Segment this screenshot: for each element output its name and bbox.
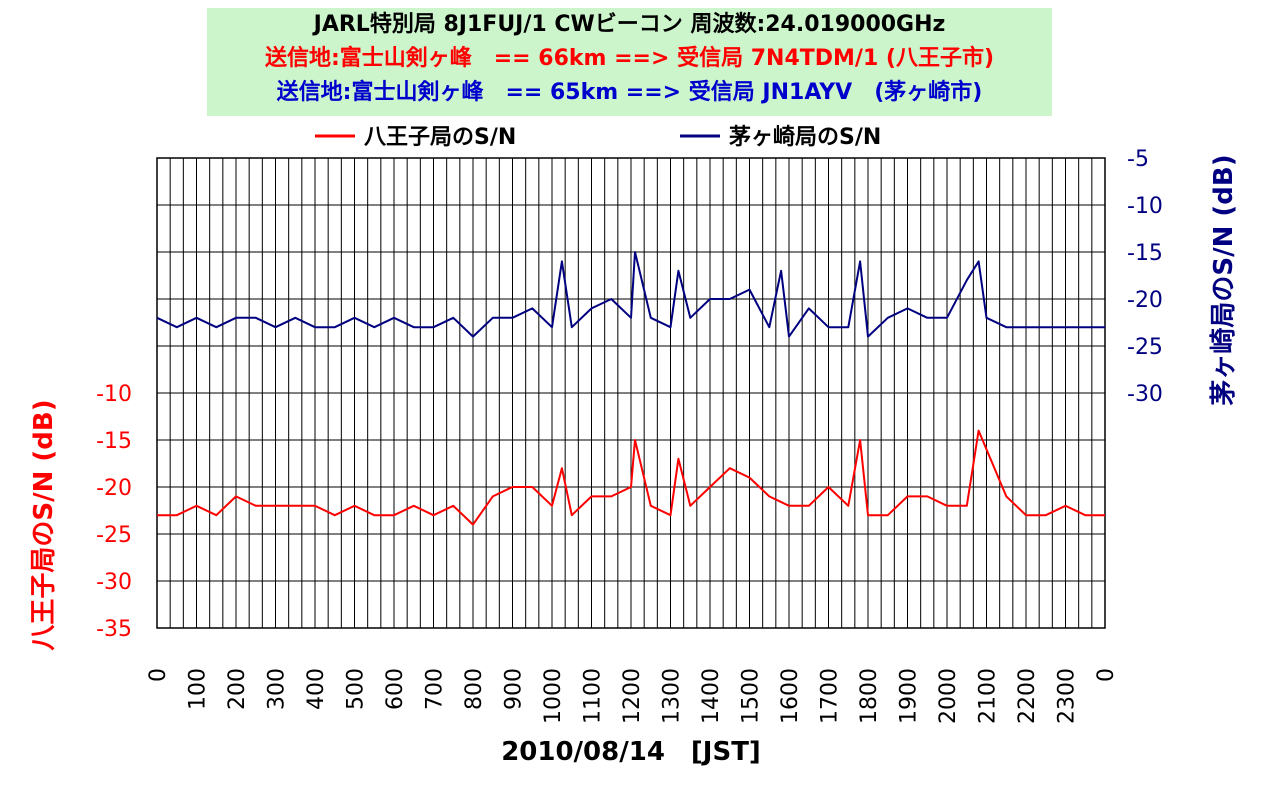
x-tick-label: 1800 [857, 668, 882, 724]
y-tick-label-right: -30 [1127, 382, 1163, 407]
x-tick-label: 400 [304, 668, 329, 710]
x-tick-label: 2000 [936, 668, 961, 724]
series-line-chigasaki [156, 251, 1105, 338]
y-tick-label-left: -30 [96, 570, 132, 595]
y-tick-label-left: -20 [96, 476, 132, 501]
x-tick-label: 1000 [541, 668, 566, 724]
x-tick-label: 200 [225, 668, 250, 710]
x-tick-label: 1900 [897, 668, 922, 724]
x-axis-label: 2010/08/14 [JST] [501, 737, 761, 767]
y-tick-label-right: -10 [1127, 194, 1163, 219]
y-tick-label-left: -35 [96, 617, 132, 642]
legend-label-chigasaki: 茅ヶ崎局のS/N [729, 124, 881, 150]
y-tick-label-left: -15 [96, 429, 132, 454]
tick-layer: 0 100 200 300 400 500 600 700 800 900 1000 1100 1200… [96, 147, 1163, 724]
x-tick-label: 1400 [699, 668, 724, 724]
x-tick-label: 1300 [660, 668, 685, 724]
x-tick-label: 900 [502, 668, 527, 710]
x-tick-label: 2100 [976, 668, 1001, 724]
y-axis-left-label: 八王子局のS/N (dB) [29, 399, 59, 650]
x-tick-label: 100 [186, 668, 211, 710]
x-tick-label: 800 [462, 668, 487, 710]
x-tick-label: 2300 [1055, 668, 1080, 724]
x-tick-label: 0 [146, 668, 171, 682]
y-tick-label-right: -5 [1127, 147, 1149, 172]
y-tick-label-left: -25 [96, 523, 132, 548]
y-tick-label-right: -20 [1127, 288, 1163, 313]
series-layer [156, 251, 1105, 526]
y-tick-label-left: -10 [96, 382, 132, 407]
x-tick-label: 700 [423, 668, 448, 710]
chart-title: JARL特別局 8J1FUJ/1 CWビーコン 周波数:24.019000GHz [313, 12, 946, 37]
x-tick-label: 500 [344, 668, 369, 710]
x-tick-label: 2200 [1015, 668, 1040, 724]
chart-title-box: JARL特別局 8J1FUJ/1 CWビーコン 周波数:24.019000GHz… [207, 8, 1052, 116]
x-tick-label: 1700 [818, 668, 843, 724]
y-tick-label-right: -25 [1127, 335, 1163, 360]
y-tick-label-right: -15 [1127, 241, 1163, 266]
x-tick-label: 1500 [739, 668, 764, 724]
series-line-hachioji [157, 429, 1105, 526]
chart-subtitle-chigasaki: 送信地:富士山剣ヶ峰 == 65km ==> 受信局 JN1AYV (茅ヶ崎市) [276, 80, 983, 105]
chart-subtitle-hachioji: 送信地:富士山剣ヶ峰 == 66km ==> 受信局 7N4TDM/1 (八王子… [264, 46, 995, 71]
grid [157, 158, 1105, 628]
x-tick-label: 1600 [778, 668, 803, 724]
y-axis-right-label: 茅ヶ崎局のS/N (dB) [1209, 154, 1239, 405]
legend-label-hachioji: 八王子局のS/N [364, 125, 516, 150]
legend: 八王子局のS/N 茅ヶ崎局のS/N [315, 124, 881, 150]
x-tick-label: 1100 [581, 668, 606, 724]
x-tick-label: 0 [1094, 668, 1119, 682]
x-tick-label: 600 [383, 668, 408, 710]
x-tick-label: 1200 [620, 668, 645, 724]
x-tick-label: 300 [265, 668, 290, 710]
